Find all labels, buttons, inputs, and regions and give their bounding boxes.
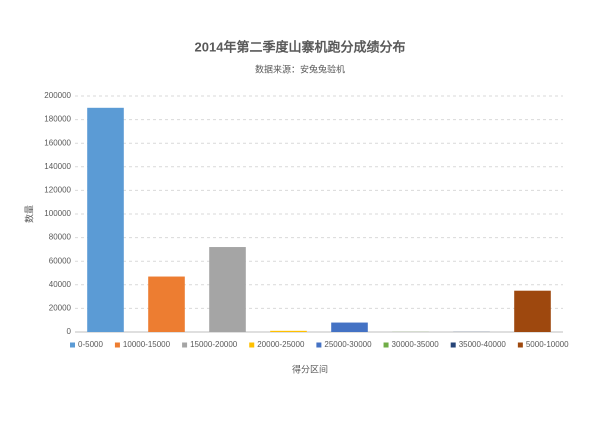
legend-label: 15000-20000: [190, 340, 238, 349]
bar: [270, 330, 307, 332]
legend-swatch: [316, 342, 322, 348]
legend-label: 30000-35000: [392, 340, 440, 349]
legend-label: 35000-40000: [459, 340, 507, 349]
y-tick-label: 0: [67, 327, 72, 336]
chart-subtitle: 数据来源：安兔兔验机: [255, 63, 345, 74]
bar: [87, 107, 124, 332]
legend-label: 25000-30000: [324, 340, 372, 349]
chart-title: 2014年第二季度山寨机跑分成绩分布: [195, 39, 406, 54]
y-tick-label: 140000: [44, 162, 71, 171]
y-axis-label: 数量: [23, 205, 34, 223]
legend-label: 5000-10000: [526, 340, 569, 349]
legend-swatch: [517, 342, 523, 348]
legend-swatch: [114, 342, 120, 348]
y-tick-label: 160000: [44, 138, 71, 147]
y-tick-label: 60000: [49, 256, 72, 265]
y-tick-label: 120000: [44, 186, 71, 195]
y-tick-label: 100000: [44, 209, 71, 218]
bar: [209, 247, 246, 332]
bar: [331, 322, 368, 332]
bar: [148, 276, 185, 332]
y-tick-label: 200000: [44, 91, 71, 100]
legend-label: 0-5000: [78, 340, 103, 349]
legend-label: 20000-25000: [257, 340, 305, 349]
x-axis-label: 得分区间: [292, 363, 328, 374]
legend-swatch: [450, 342, 456, 348]
legend-label: 10000-15000: [123, 340, 171, 349]
bar: [514, 290, 551, 332]
y-tick-label: 180000: [44, 115, 71, 124]
legend-swatch: [182, 342, 188, 348]
y-tick-label: 20000: [49, 304, 72, 313]
y-tick-label: 80000: [49, 233, 72, 242]
y-tick-label: 40000: [49, 280, 72, 289]
legend-swatch: [70, 342, 75, 348]
legend-swatch: [383, 342, 389, 348]
legend-swatch: [249, 342, 255, 348]
